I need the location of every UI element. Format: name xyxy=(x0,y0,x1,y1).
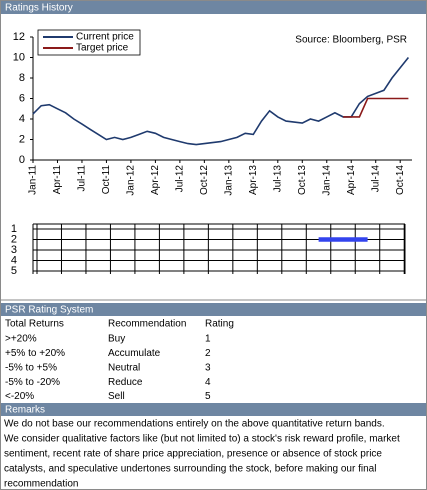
x-tick-label: Jul-11 xyxy=(77,165,88,192)
x-tick-label: Jul-14 xyxy=(370,165,381,193)
remarks-title: Remarks xyxy=(5,405,45,416)
rating-tick-label: 5 xyxy=(11,265,17,277)
x-tick-label: Oct-13 xyxy=(297,165,308,195)
table-header: Recommendation xyxy=(108,319,186,330)
header-bar xyxy=(1,1,426,14)
x-tick-label: Jul-12 xyxy=(175,165,186,193)
table-cell: Sell xyxy=(108,391,125,402)
remarks-line: We do not base our recommendations entir… xyxy=(4,419,385,430)
remarks-line: sentiment, recent rate of share price ap… xyxy=(4,449,382,460)
x-tick-label: Oct-12 xyxy=(199,165,210,195)
series-line xyxy=(343,97,409,118)
x-tick-label: Apr-14 xyxy=(346,165,357,195)
table-header: Rating xyxy=(205,319,234,330)
source-note: Source: Bloomberg, PSR xyxy=(295,35,407,46)
y-tick-label: 12 xyxy=(13,31,25,43)
remarks-line: We consider qualitative factors like (bu… xyxy=(4,434,400,445)
rating-tick-label: 4 xyxy=(11,254,17,266)
x-tick-label: Jan-14 xyxy=(321,165,332,196)
remarks-bar xyxy=(1,403,426,416)
legend-label: Current price xyxy=(76,32,134,43)
legend-label: Target price xyxy=(76,43,129,54)
y-tick-label: 8 xyxy=(19,72,25,84)
table-cell: Accumulate xyxy=(108,348,161,359)
table-header: Total Returns xyxy=(5,319,64,330)
series-line xyxy=(32,57,410,146)
x-tick-label: Oct-11 xyxy=(101,165,112,195)
x-tick-label: Apr-13 xyxy=(248,165,259,195)
x-tick-label: Jan-12 xyxy=(126,165,137,196)
remarks-line: recommendation xyxy=(4,479,78,490)
y-tick-label: 4 xyxy=(19,113,25,125)
table-cell: 1 xyxy=(205,334,211,345)
x-tick-label: Apr-11 xyxy=(52,165,63,195)
x-tick-label: Apr-12 xyxy=(150,165,161,195)
table-cell: 4 xyxy=(205,377,211,388)
table-cell: 2 xyxy=(205,348,211,359)
rating-system-bar xyxy=(1,303,426,316)
rating-tick-label: 2 xyxy=(11,233,17,245)
rating-tick-label: 1 xyxy=(11,223,17,235)
y-tick-label: 6 xyxy=(19,92,25,104)
x-tick-label: Jul-13 xyxy=(272,165,283,193)
rating-tick-label: 3 xyxy=(11,244,17,256)
table-cell: -5% to -20% xyxy=(5,377,60,388)
table-cell: -5% to +5% xyxy=(5,362,57,373)
table-cell: 5 xyxy=(205,391,211,402)
x-tick-label: Jan-11 xyxy=(28,165,39,195)
table-cell: >+20% xyxy=(5,334,37,345)
table-cell: +5% to +20% xyxy=(5,348,65,359)
remarks-line: catalysts, and speculative undertones su… xyxy=(4,464,376,475)
legend-box xyxy=(37,29,141,56)
table-cell: Neutral xyxy=(108,362,140,373)
y-tick-label: 10 xyxy=(13,51,25,63)
x-tick-label: Jan-13 xyxy=(223,165,234,196)
y-tick-label: 2 xyxy=(19,133,25,145)
table-cell: <-20% xyxy=(5,391,34,402)
y-tick-label: 0 xyxy=(19,154,25,166)
table-cell: 3 xyxy=(205,362,211,373)
rating-system-title: PSR Rating System xyxy=(5,305,93,316)
x-tick-label: Oct-14 xyxy=(395,165,406,195)
table-cell: Reduce xyxy=(108,377,143,388)
header-title: Ratings History xyxy=(5,3,73,14)
table-cell: Buy xyxy=(108,334,125,345)
